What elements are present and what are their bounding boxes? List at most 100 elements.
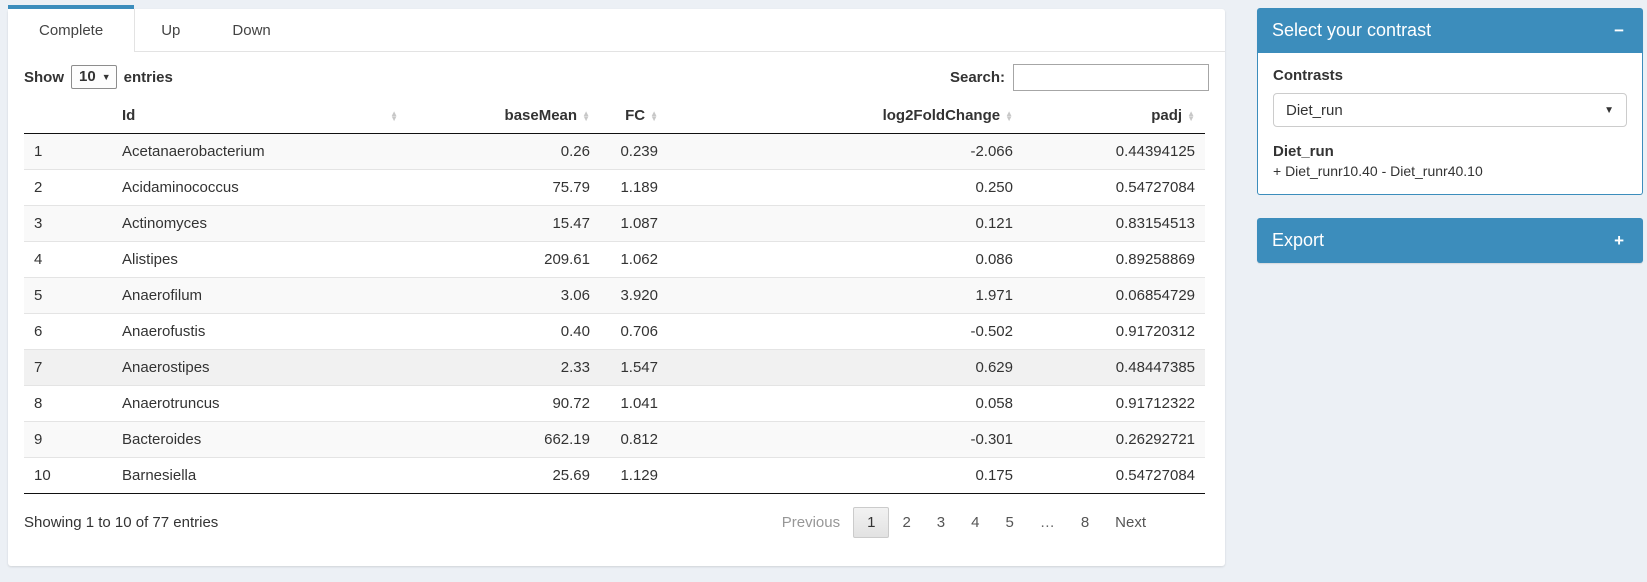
cell-log2foldchange: 0.175 (668, 457, 1023, 494)
column-label: Id (122, 107, 136, 124)
cell-basemean: 75.79 (408, 169, 600, 206)
search-control: Search: (949, 63, 1209, 91)
pagination-ellipsis: … (1039, 514, 1055, 531)
cell-basemean: 3.06 (408, 277, 600, 314)
cell-padj: 0.91720312 (1023, 313, 1205, 350)
previous-page-button[interactable]: Previous (781, 514, 841, 531)
tab-bar: Complete Up Down (8, 5, 1225, 52)
cell-id: Anaerofilum (112, 277, 408, 314)
cell-basemean: 0.40 (408, 313, 600, 350)
page-length-value: 10 (79, 68, 96, 85)
tab-label: Down (232, 21, 271, 39)
chevron-down-icon: ▼ (1604, 104, 1614, 116)
sort-icon[interactable]: ▲ ▼ (1005, 108, 1013, 123)
search-label: Search: (949, 68, 1005, 86)
sort-icon[interactable]: ▲ ▼ (390, 108, 398, 123)
table-header-row: Id ▲ ▼ baseMean ▲ ▼ FC ▲ ▼ log2FoldChange ▲ ▼ padj ▲ ▼ (24, 98, 1205, 134)
cell-row-number: 5 (24, 277, 112, 314)
show-label: Show (24, 68, 64, 86)
cell-log2foldchange: 1.971 (668, 277, 1023, 314)
cell-log2foldchange: 0.250 (668, 169, 1023, 206)
cell-row-number: 6 (24, 313, 112, 350)
results-table: Id ▲ ▼ baseMean ▲ ▼ FC ▲ ▼ log2FoldChange ▲ ▼ padj ▲ ▼… (24, 98, 1205, 494)
table-row: 1 Acetanaerobacterium 0.26 0.239 -2.066 0.443… (24, 133, 1205, 170)
cell-id: Barnesiella (112, 457, 408, 494)
table-row: 9 Bacteroides 662.19 0.812 -0.301 0.26292721 (24, 421, 1205, 458)
sort-icon[interactable]: ▲ ▼ (1187, 108, 1195, 123)
cell-basemean: 209.61 (408, 241, 600, 278)
page-length-control: Show 10 ▼ entries (24, 65, 173, 89)
cell-fc: 0.812 (600, 421, 668, 458)
column-label: baseMean (504, 107, 578, 124)
cell-fc: 1.062 (600, 241, 668, 278)
cell-padj: 0.54727084 (1023, 457, 1205, 494)
cell-padj: 0.54727084 (1023, 169, 1205, 206)
page-button-5[interactable]: 5 (1005, 514, 1014, 531)
cell-id: Actinomyces (112, 205, 408, 242)
cell-padj: 0.48447385 (1023, 349, 1205, 386)
cell-padj: 0.91712322 (1023, 385, 1205, 422)
table-row: 2 Acidaminococcus 75.79 1.189 0.250 0.5472708… (24, 169, 1205, 206)
cell-fc: 1.041 (600, 385, 668, 422)
column-header-inner: FC ▲ ▼ (610, 107, 658, 124)
column-label: padj (1151, 107, 1183, 124)
sort-icon[interactable]: ▲ ▼ (650, 108, 658, 123)
tab-complete[interactable]: Complete (8, 5, 136, 52)
export-box-header: Export + (1257, 218, 1643, 263)
cell-id: Acetanaerobacterium (122, 143, 265, 160)
cell-fc: 0.239 (620, 143, 658, 160)
column-header-fc[interactable]: FC ▲ ▼ (600, 98, 668, 134)
search-input[interactable] (1013, 63, 1209, 91)
cell-id: Bacteroides (112, 421, 408, 458)
contrast-select[interactable]: Diet_run ▼ (1273, 93, 1627, 127)
cell-log2foldchange: 0.086 (668, 241, 1023, 278)
cell-log2foldchange: -2.066 (970, 143, 1013, 160)
cell-padj: 0.06854729 (1023, 277, 1205, 314)
sort-icon[interactable]: ▲ ▼ (582, 108, 590, 123)
tab-label: Complete (39, 22, 104, 39)
expand-plus-icon[interactable]: + (1614, 231, 1624, 250)
column-label: log2FoldChange (882, 107, 1001, 124)
page-button-2[interactable]: 2 (902, 514, 911, 531)
cell-id: Alistipes (112, 241, 408, 278)
column-header-log2foldchange[interactable]: log2FoldChange ▲ ▼ (668, 98, 1023, 134)
cell-basemean: 2.33 (408, 349, 600, 386)
table-row: 5 Anaerofilum 3.06 3.920 1.971 0.06854729 (24, 277, 1205, 314)
column-header-basemean[interactable]: baseMean ▲ ▼ (408, 98, 600, 134)
page-button-8[interactable]: 8 (1080, 514, 1090, 531)
tab-down[interactable]: Down (206, 9, 296, 51)
cell-padj: 0.26292721 (1023, 421, 1205, 458)
table-info: Showing 1 to 10 of 77 entries (24, 514, 219, 531)
table-row: 7 Anaerostipes 2.33 1.547 0.629 0.48447385 (24, 349, 1205, 386)
column-header-inner: log2FoldChange ▲ ▼ (678, 107, 1013, 124)
contrast-formula: + Diet_runr10.40 - Diet_runr40.10 (1273, 163, 1483, 179)
cell-fc: 1.547 (600, 349, 668, 386)
table-body: 1 Acetanaerobacterium 0.26 0.239 -2.066 0.443… (24, 133, 1205, 494)
page-button-4[interactable]: 4 (971, 514, 980, 531)
page-length-select[interactable]: 10 ▼ (71, 65, 117, 89)
contrast-name: Diet_run (1273, 143, 1334, 160)
page-button-1[interactable]: 1 (853, 507, 890, 538)
next-page-button[interactable]: Next (1115, 514, 1146, 531)
collapse-minus-icon[interactable]: − (1614, 21, 1624, 40)
tab-up[interactable]: Up (135, 9, 206, 51)
results-panel: Complete Up Down Show 10 ▼ entries Search:… (8, 5, 1225, 566)
column-header-id[interactable]: Id ▲ ▼ (112, 98, 408, 134)
cell-basemean: 25.69 (408, 457, 600, 494)
column-header-inner: Id ▲ ▼ (122, 107, 398, 124)
entries-label: entries (123, 68, 173, 86)
export-box: Export + (1257, 218, 1643, 263)
cell-id: Anaerostipes (112, 349, 408, 386)
page-button-3[interactable]: 3 (936, 514, 946, 531)
pagination: Previous 1 2 3 4 5 … 8 Next (769, 507, 1209, 538)
cell-padj: 0.89258869 (1023, 241, 1205, 278)
sidebar: Select your contrast − Contrasts Diet_ru… (1257, 8, 1643, 263)
table-controls: Show 10 ▼ entries Search: (24, 62, 1209, 92)
cell-row-number: 9 (24, 421, 112, 458)
column-header-padj[interactable]: padj ▲ ▼ (1023, 98, 1205, 134)
cell-log2foldchange: -0.502 (668, 313, 1023, 350)
cell-log2foldchange: -0.301 (668, 421, 1023, 458)
cell-row-number: 4 (24, 241, 112, 278)
column-header-inner: padj ▲ ▼ (1033, 107, 1195, 124)
contrasts-label: Contrasts (1273, 67, 1344, 84)
